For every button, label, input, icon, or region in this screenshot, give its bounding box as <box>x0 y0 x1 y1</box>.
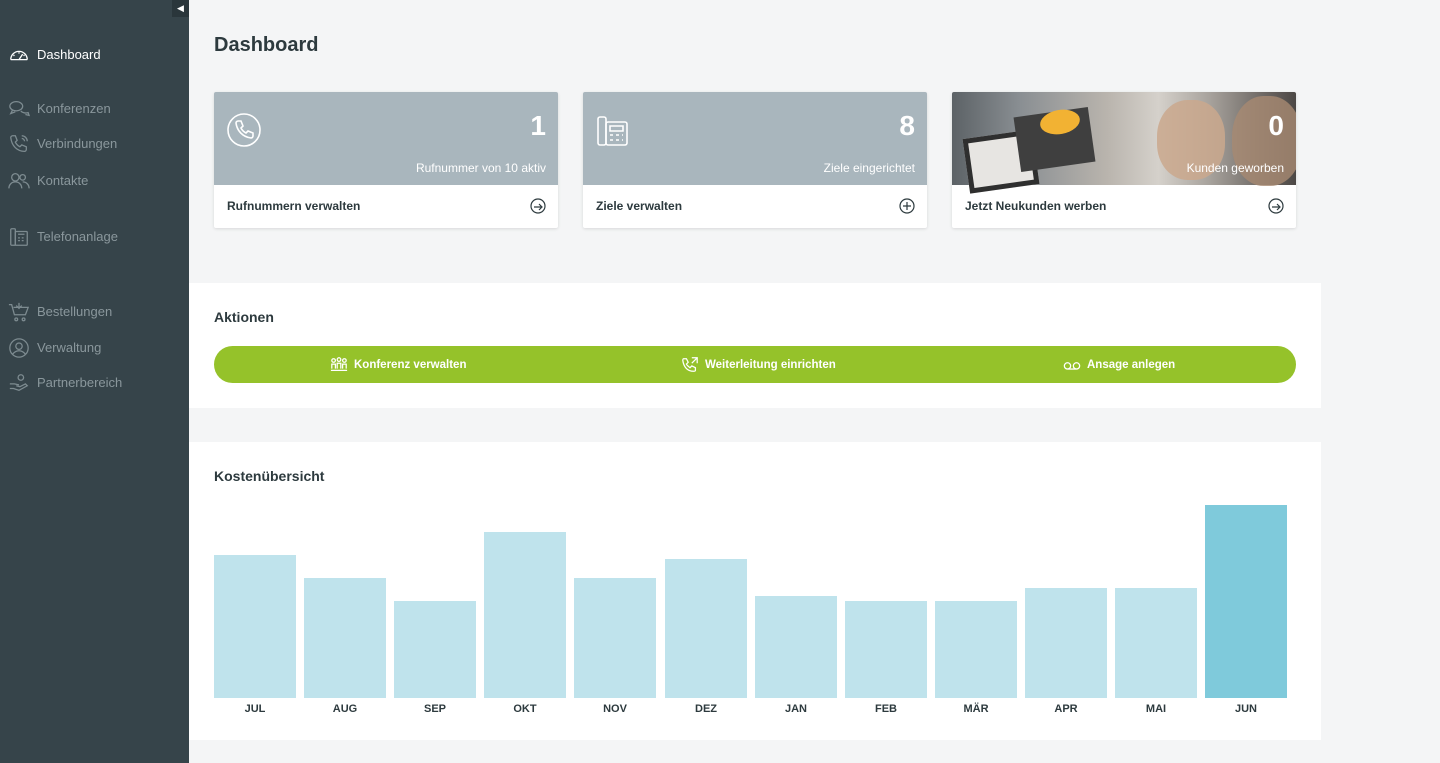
sidebar-item-label: Verbindungen <box>37 136 118 151</box>
phone-forward-icon <box>682 356 698 372</box>
card-subtitle: Ziele eingerichtet <box>823 161 915 175</box>
arrow-circle-icon[interactable] <box>530 198 546 214</box>
sidebar-item-telefonanlage[interactable]: Telefonanlage <box>0 222 189 252</box>
page-title: Dashboard <box>214 34 319 56</box>
bar-jan[interactable] <box>755 596 837 698</box>
person-photo-element <box>1232 96 1296 186</box>
sidebar-item-partnerbereich[interactable]: Partnerbereich <box>0 368 189 398</box>
speedometer-icon <box>8 44 30 66</box>
sidebar-item-dashboard[interactable]: Dashboard <box>0 40 189 70</box>
x-tick-label: FEB <box>875 703 897 715</box>
action-label: Konferenz verwalten <box>354 358 467 371</box>
bar-jul[interactable] <box>214 555 296 698</box>
x-tick-label: JUL <box>244 703 266 715</box>
sidebar: ◀ Dashboard Konferenzen Verbindungen Kon… <box>0 0 189 763</box>
sidebar-item-label: Verwaltung <box>37 340 102 355</box>
cost-chart: JUL AUG SEP OKT NOV DEZ JAN FEB MÄR APR MAI JUN <box>214 500 1296 725</box>
bar-jun[interactable] <box>1205 505 1287 698</box>
bar-feb[interactable] <box>845 601 927 698</box>
sidebar-item-konferenzen[interactable]: Konferenzen <box>0 94 189 124</box>
sidebar-item-verbindungen[interactable]: Verbindungen <box>0 129 189 159</box>
card-subtitle: Kunden geworben <box>1186 161 1284 175</box>
x-tick-label: SEP <box>423 703 446 715</box>
card-header: 1 Rufnummer von 10 aktiv <box>214 92 558 185</box>
user-circle-icon <box>8 337 30 359</box>
cart-icon <box>8 301 30 323</box>
voicemail-icon <box>1063 361 1081 370</box>
card-number: 0 <box>1268 110 1284 141</box>
desk-phone-icon <box>8 226 30 248</box>
sidebar-item-label: Kontakte <box>37 173 89 188</box>
x-tick-label: NOV <box>603 703 627 715</box>
card-header: 8 Ziele eingerichtet <box>583 92 927 185</box>
card-subtitle: Rufnummer von 10 aktiv <box>415 161 546 175</box>
people-icon <box>8 170 30 192</box>
x-tick-label: DEZ <box>695 703 717 715</box>
card-label: Ziele verwalten <box>596 199 683 213</box>
bar-mai[interactable] <box>1115 588 1197 698</box>
sidebar-item-kontakte[interactable]: Kontakte <box>0 166 189 196</box>
sidebar-item-label: Bestellungen <box>37 304 113 319</box>
card-number: 1 <box>530 110 546 141</box>
desk-phone-icon <box>595 112 631 148</box>
bar-mär[interactable] <box>935 601 1017 698</box>
x-tick-label: JUN <box>1234 703 1257 715</box>
actions-bar: Konferenz verwalten Weiterleitung einric… <box>214 346 1296 383</box>
card-label: Jetzt Neukunden werben <box>965 199 1107 213</box>
actions-title: Aktionen <box>214 309 274 325</box>
x-tick-label: AUG <box>332 703 358 715</box>
bar-nov[interactable] <box>574 578 656 698</box>
person-photo-element <box>1157 100 1225 180</box>
ansage-anlegen-button[interactable]: Ansage anlegen <box>1063 346 1175 383</box>
x-tick-label: MÄR <box>963 703 989 715</box>
bar-apr[interactable] <box>1025 588 1107 698</box>
phone-circle-icon <box>226 112 262 148</box>
action-label: Weiterleitung einrichten <box>705 358 836 371</box>
weiterleitung-einrichten-button[interactable]: Weiterleitung einrichten <box>681 346 836 383</box>
bar-aug[interactable] <box>304 578 386 698</box>
sidebar-item-label: Konferenzen <box>37 101 111 116</box>
conference-icon <box>330 356 348 371</box>
actions-panel: Aktionen <box>189 283 1321 408</box>
card-ziele[interactable]: 8 Ziele eingerichtet Ziele verwalten <box>583 92 927 228</box>
gift-photo: 0 Kunden geworben <box>952 92 1296 194</box>
sidebar-item-bestellungen[interactable]: Bestellungen <box>0 297 189 327</box>
action-label: Ansage anlegen <box>1087 358 1176 371</box>
card-rufnummern[interactable]: 1 Rufnummer von 10 aktiv Rufnummern verw… <box>214 92 558 228</box>
konferenz-verwalten-button[interactable]: Konferenz verwalten <box>330 346 466 383</box>
costs-title: Kostenübersicht <box>214 468 325 484</box>
arrow-circle-icon[interactable] <box>1268 198 1284 214</box>
sidebar-item-label: Dashboard <box>37 47 101 62</box>
x-tick-label: JAN <box>784 703 807 715</box>
sidebar-item-label: Telefonanlage <box>37 229 118 244</box>
sidebar-item-label: Partnerbereich <box>37 375 123 390</box>
hand-icon <box>8 372 30 394</box>
card-neukunden[interactable]: 0 Kunden geworben Jetzt Neukunden werben <box>952 92 1296 228</box>
x-tick-label: APR <box>1054 703 1078 715</box>
sidebar-item-verwaltung[interactable]: Verwaltung <box>0 333 189 363</box>
x-tick-label: OKT <box>513 703 537 715</box>
chat-bubbles-icon <box>8 98 31 120</box>
phone-wave-icon <box>8 133 30 155</box>
bar-okt[interactable] <box>484 532 566 698</box>
card-number: 8 <box>899 110 915 141</box>
bar-sep[interactable] <box>394 601 476 698</box>
plus-circle-icon[interactable] <box>899 198 915 214</box>
card-label: Rufnummern verwalten <box>227 199 361 213</box>
bar-dez[interactable] <box>665 559 747 698</box>
x-tick-label: MAI <box>1145 703 1167 715</box>
collapse-sidebar-button[interactable]: ◀ <box>172 0 189 17</box>
